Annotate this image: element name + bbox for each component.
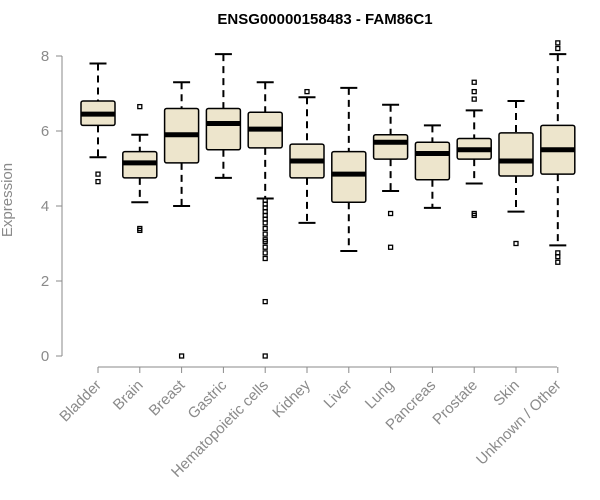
box-group	[122, 103, 158, 234]
outlier-point	[513, 240, 519, 247]
outlier-point	[387, 210, 394, 217]
chart-title: ENSG00000158483 - FAM86C1	[217, 11, 432, 28]
outlier-point	[262, 238, 268, 245]
box-group	[289, 88, 325, 224]
box-group	[163, 81, 200, 359]
iqr-box	[372, 134, 409, 160]
x-tick-label: Prostate	[429, 377, 481, 429]
outlier-point	[262, 244, 268, 250]
outlier-point	[262, 231, 268, 237]
x-tick-label: Kidney	[269, 376, 314, 421]
outlier-point	[262, 298, 268, 305]
y-tick-label: 4	[41, 198, 49, 215]
iqr-box	[498, 132, 534, 177]
box-group	[80, 62, 116, 185]
outlier-point	[95, 178, 101, 185]
box-group	[205, 53, 242, 179]
box-group	[540, 40, 576, 265]
x-tick-label: Lung	[362, 377, 398, 413]
iqr-box	[414, 141, 451, 181]
outlier-point	[555, 253, 561, 260]
y-axis-ticks: 0 2 4 6 8	[41, 48, 62, 365]
outlier-point	[137, 103, 143, 110]
outlier-point	[471, 88, 477, 95]
box-group	[414, 124, 451, 209]
outlier-point	[304, 88, 310, 95]
outlier-point	[178, 353, 185, 359]
box-group	[331, 86, 367, 252]
x-tick-label: Brain	[110, 377, 147, 414]
outlier-point	[137, 227, 143, 234]
outlier-point	[262, 220, 268, 226]
x-tick-label: Liver	[321, 377, 356, 412]
outlier-point	[471, 79, 477, 85]
x-tick-label: Breast	[146, 376, 189, 419]
outlier-point	[555, 40, 561, 46]
y-tick-label: 0	[41, 348, 49, 365]
x-tick-label: Bladder	[56, 377, 105, 426]
outlier-point	[555, 259, 561, 265]
box-group	[247, 81, 283, 359]
outlier-point	[262, 255, 268, 262]
iqr-box	[331, 150, 367, 203]
y-axis-title: Expression	[0, 163, 16, 237]
y-tick-label: 8	[41, 48, 49, 65]
x-tick-label: Skin	[490, 377, 523, 410]
outlier-point	[387, 244, 394, 250]
iqr-box	[205, 107, 242, 151]
box-group	[456, 79, 492, 219]
y-tick-label: 6	[41, 123, 49, 140]
outlier-point	[262, 225, 268, 232]
outlier-point	[95, 171, 101, 177]
outlier-point	[555, 45, 561, 52]
outlier-point	[262, 250, 268, 256]
outlier-point	[471, 212, 477, 219]
box-group	[498, 100, 534, 247]
outlier-point	[471, 96, 477, 102]
box-group	[372, 103, 409, 250]
y-tick-label: 2	[41, 273, 49, 290]
outlier-point	[262, 353, 268, 359]
boxes-layer	[80, 40, 576, 359]
